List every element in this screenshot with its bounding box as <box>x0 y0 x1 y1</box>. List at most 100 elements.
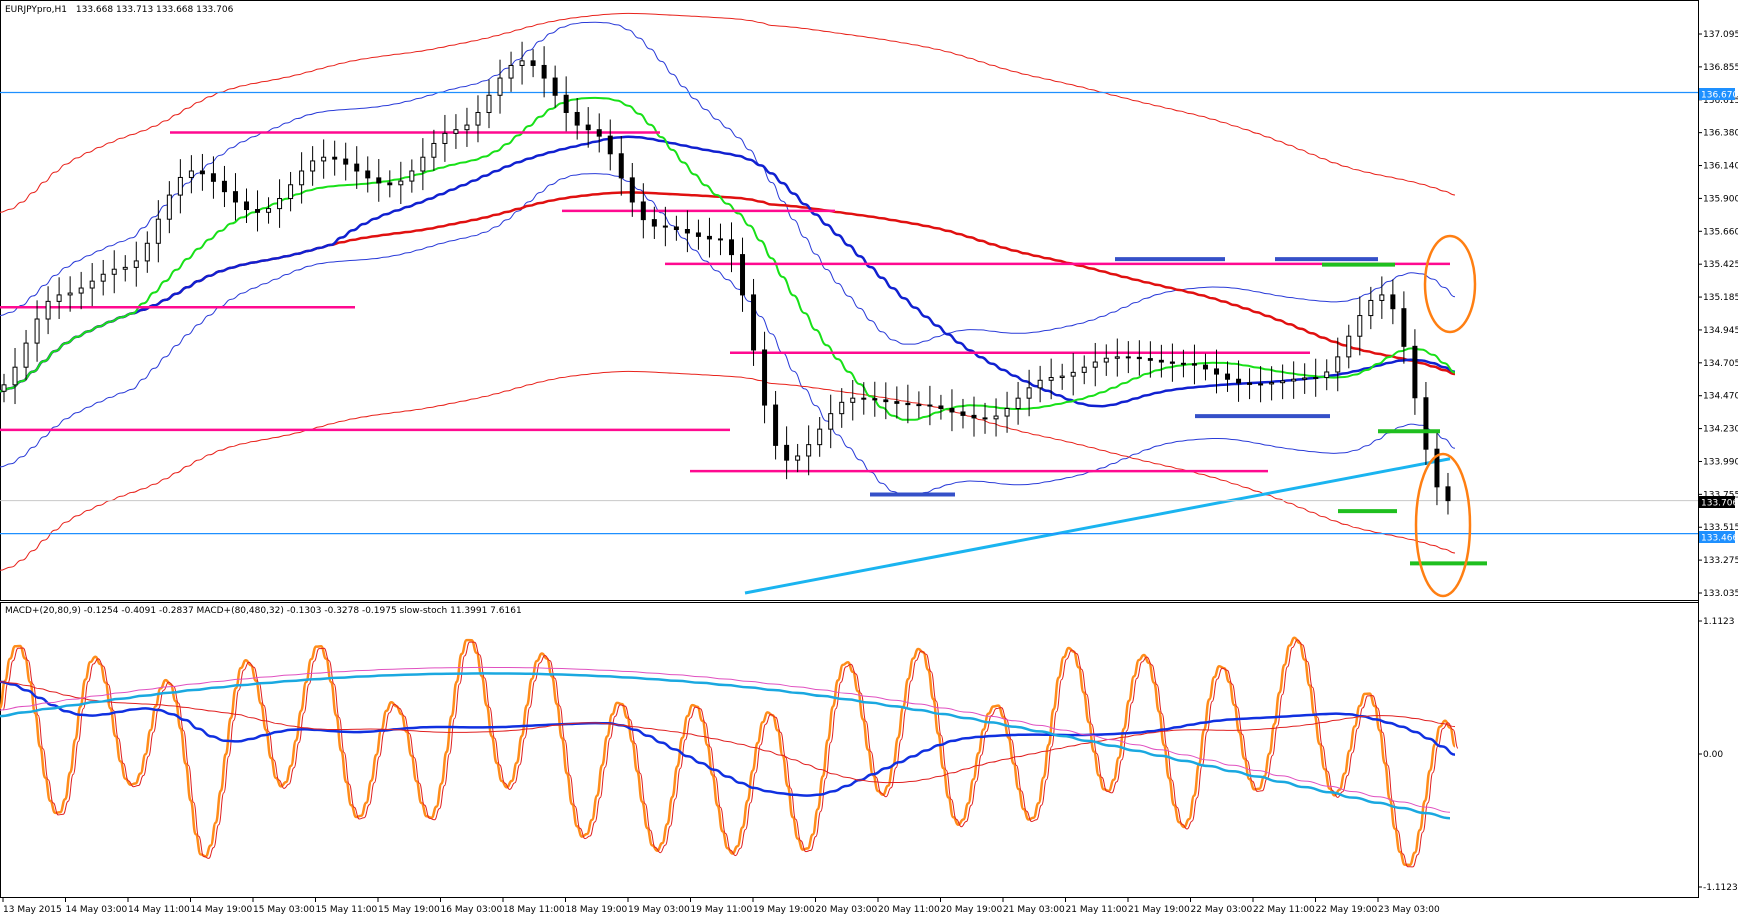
candle-body <box>927 404 933 407</box>
price-axis-label: 136.615 <box>1703 96 1738 106</box>
candle-body <box>1059 375 1065 379</box>
candle-body <box>519 60 525 66</box>
candle-body <box>221 180 227 193</box>
candle-body <box>552 77 558 96</box>
time-axis-label: 20 May 11:00 <box>878 905 940 915</box>
candle-body <box>1269 382 1275 385</box>
candle-body <box>199 170 205 175</box>
candle-body <box>89 280 95 289</box>
candle-body <box>1214 368 1219 375</box>
candle-body <box>1346 335 1352 358</box>
moving-averages <box>0 96 1456 595</box>
candle-body <box>1335 356 1341 373</box>
candle-body <box>1412 345 1418 399</box>
time-axis-label: 19 May 11:00 <box>691 905 753 915</box>
time-axis-label: 14 May 19:00 <box>191 905 253 915</box>
macd-slow-signal <box>0 666 1451 813</box>
candle-body <box>100 273 106 282</box>
candle-body <box>861 397 867 400</box>
candle-body <box>1401 308 1407 347</box>
candle-body <box>993 415 999 420</box>
candle-body <box>1445 486 1451 502</box>
annotations[interactable] <box>870 234 1487 598</box>
indicator-axis-label: 1.1123 <box>1703 617 1735 627</box>
time-axis-label: 16 May 03:00 <box>441 905 503 915</box>
axes: 137.095 136.855 136.615 136.380 136.140 135.9… <box>2 30 1738 915</box>
highlight-ellipse-top <box>1423 234 1477 334</box>
candle-body <box>12 366 18 386</box>
candle-body <box>56 294 62 302</box>
bollinger-red-lower <box>0 370 1456 571</box>
price-axis-label: 136.380 <box>1703 129 1738 139</box>
candle-body <box>673 226 679 231</box>
price-axis-label: 135.425 <box>1703 260 1738 270</box>
price-tag-lower-text: 133.466 <box>1701 534 1738 544</box>
candle-body <box>188 170 194 178</box>
price-axis-label: 133.515 <box>1703 523 1738 533</box>
candle-body <box>442 132 448 144</box>
price-axis-label: 135.185 <box>1703 293 1738 303</box>
price-axis-label: 136.140 <box>1703 162 1738 172</box>
candle-body <box>1092 361 1098 368</box>
price-tag-current: 133.706 <box>1699 496 1738 509</box>
time-axis-label: 15 May 11:00 <box>316 905 378 915</box>
support-resistance-levels[interactable] <box>0 91 1698 535</box>
candle-body <box>1313 377 1319 380</box>
candle-body <box>585 124 591 131</box>
candle-body <box>1368 299 1374 317</box>
candle-body <box>662 225 668 228</box>
candle-body <box>1225 373 1231 380</box>
candle-body <box>497 77 503 96</box>
candle-body <box>684 229 690 234</box>
indicator-axis-label: -1.1123 <box>1703 883 1738 893</box>
candle-body <box>1191 363 1197 366</box>
candle-body <box>949 408 955 413</box>
ohlc-text: 133.668 133.713 133.668 133.706 <box>76 5 234 15</box>
candle-body <box>1379 294 1385 301</box>
candle-body <box>266 208 272 213</box>
candle-body <box>155 218 161 244</box>
candle-body <box>67 292 73 296</box>
candle-body <box>299 170 305 186</box>
candle-body <box>971 414 977 419</box>
candle-body <box>894 401 900 404</box>
price-tag-upper-text: 136.670 <box>1701 91 1738 101</box>
candle-body <box>1 384 7 392</box>
candle-body <box>1258 383 1264 386</box>
stoch-main <box>0 636 1457 867</box>
candle-body <box>1324 371 1330 379</box>
candle-body <box>982 417 988 420</box>
candle-body <box>1004 408 1010 417</box>
candle-body <box>1158 359 1164 363</box>
time-axis-label: 22 May 11:00 <box>1253 905 1315 915</box>
stoch-signal <box>2 639 1459 868</box>
candle-body <box>508 64 514 79</box>
candle-body <box>431 142 437 158</box>
candle-body <box>78 287 84 294</box>
candle-body <box>1015 397 1021 410</box>
time-axis-label: 14 May 03:00 <box>66 905 128 915</box>
candle-body <box>133 260 139 268</box>
price-axis-label: 133.755 <box>1703 490 1738 500</box>
candle-body <box>1103 357 1109 363</box>
candle-body <box>387 182 393 186</box>
candle-body <box>717 238 723 241</box>
candle-body <box>232 191 238 203</box>
candle-body <box>34 318 40 344</box>
candle-body <box>1147 358 1153 361</box>
candle-body <box>938 405 944 410</box>
candle-body <box>1390 294 1396 310</box>
time-axis-label: 19 May 03:00 <box>628 905 690 915</box>
candle-body <box>122 266 128 270</box>
candlesticks <box>1 41 1451 515</box>
candle-body <box>321 156 327 162</box>
time-axis-label: 13 May 2015 <box>3 905 62 915</box>
macd-fast-signal <box>0 681 1456 784</box>
candle-body <box>409 170 415 182</box>
candle-body <box>1037 379 1043 389</box>
candle-body <box>1202 364 1208 370</box>
price-axis-label: 134.230 <box>1703 425 1738 435</box>
candle-body <box>618 153 624 179</box>
time-axis-label: 23 May 03:00 <box>1378 905 1440 915</box>
